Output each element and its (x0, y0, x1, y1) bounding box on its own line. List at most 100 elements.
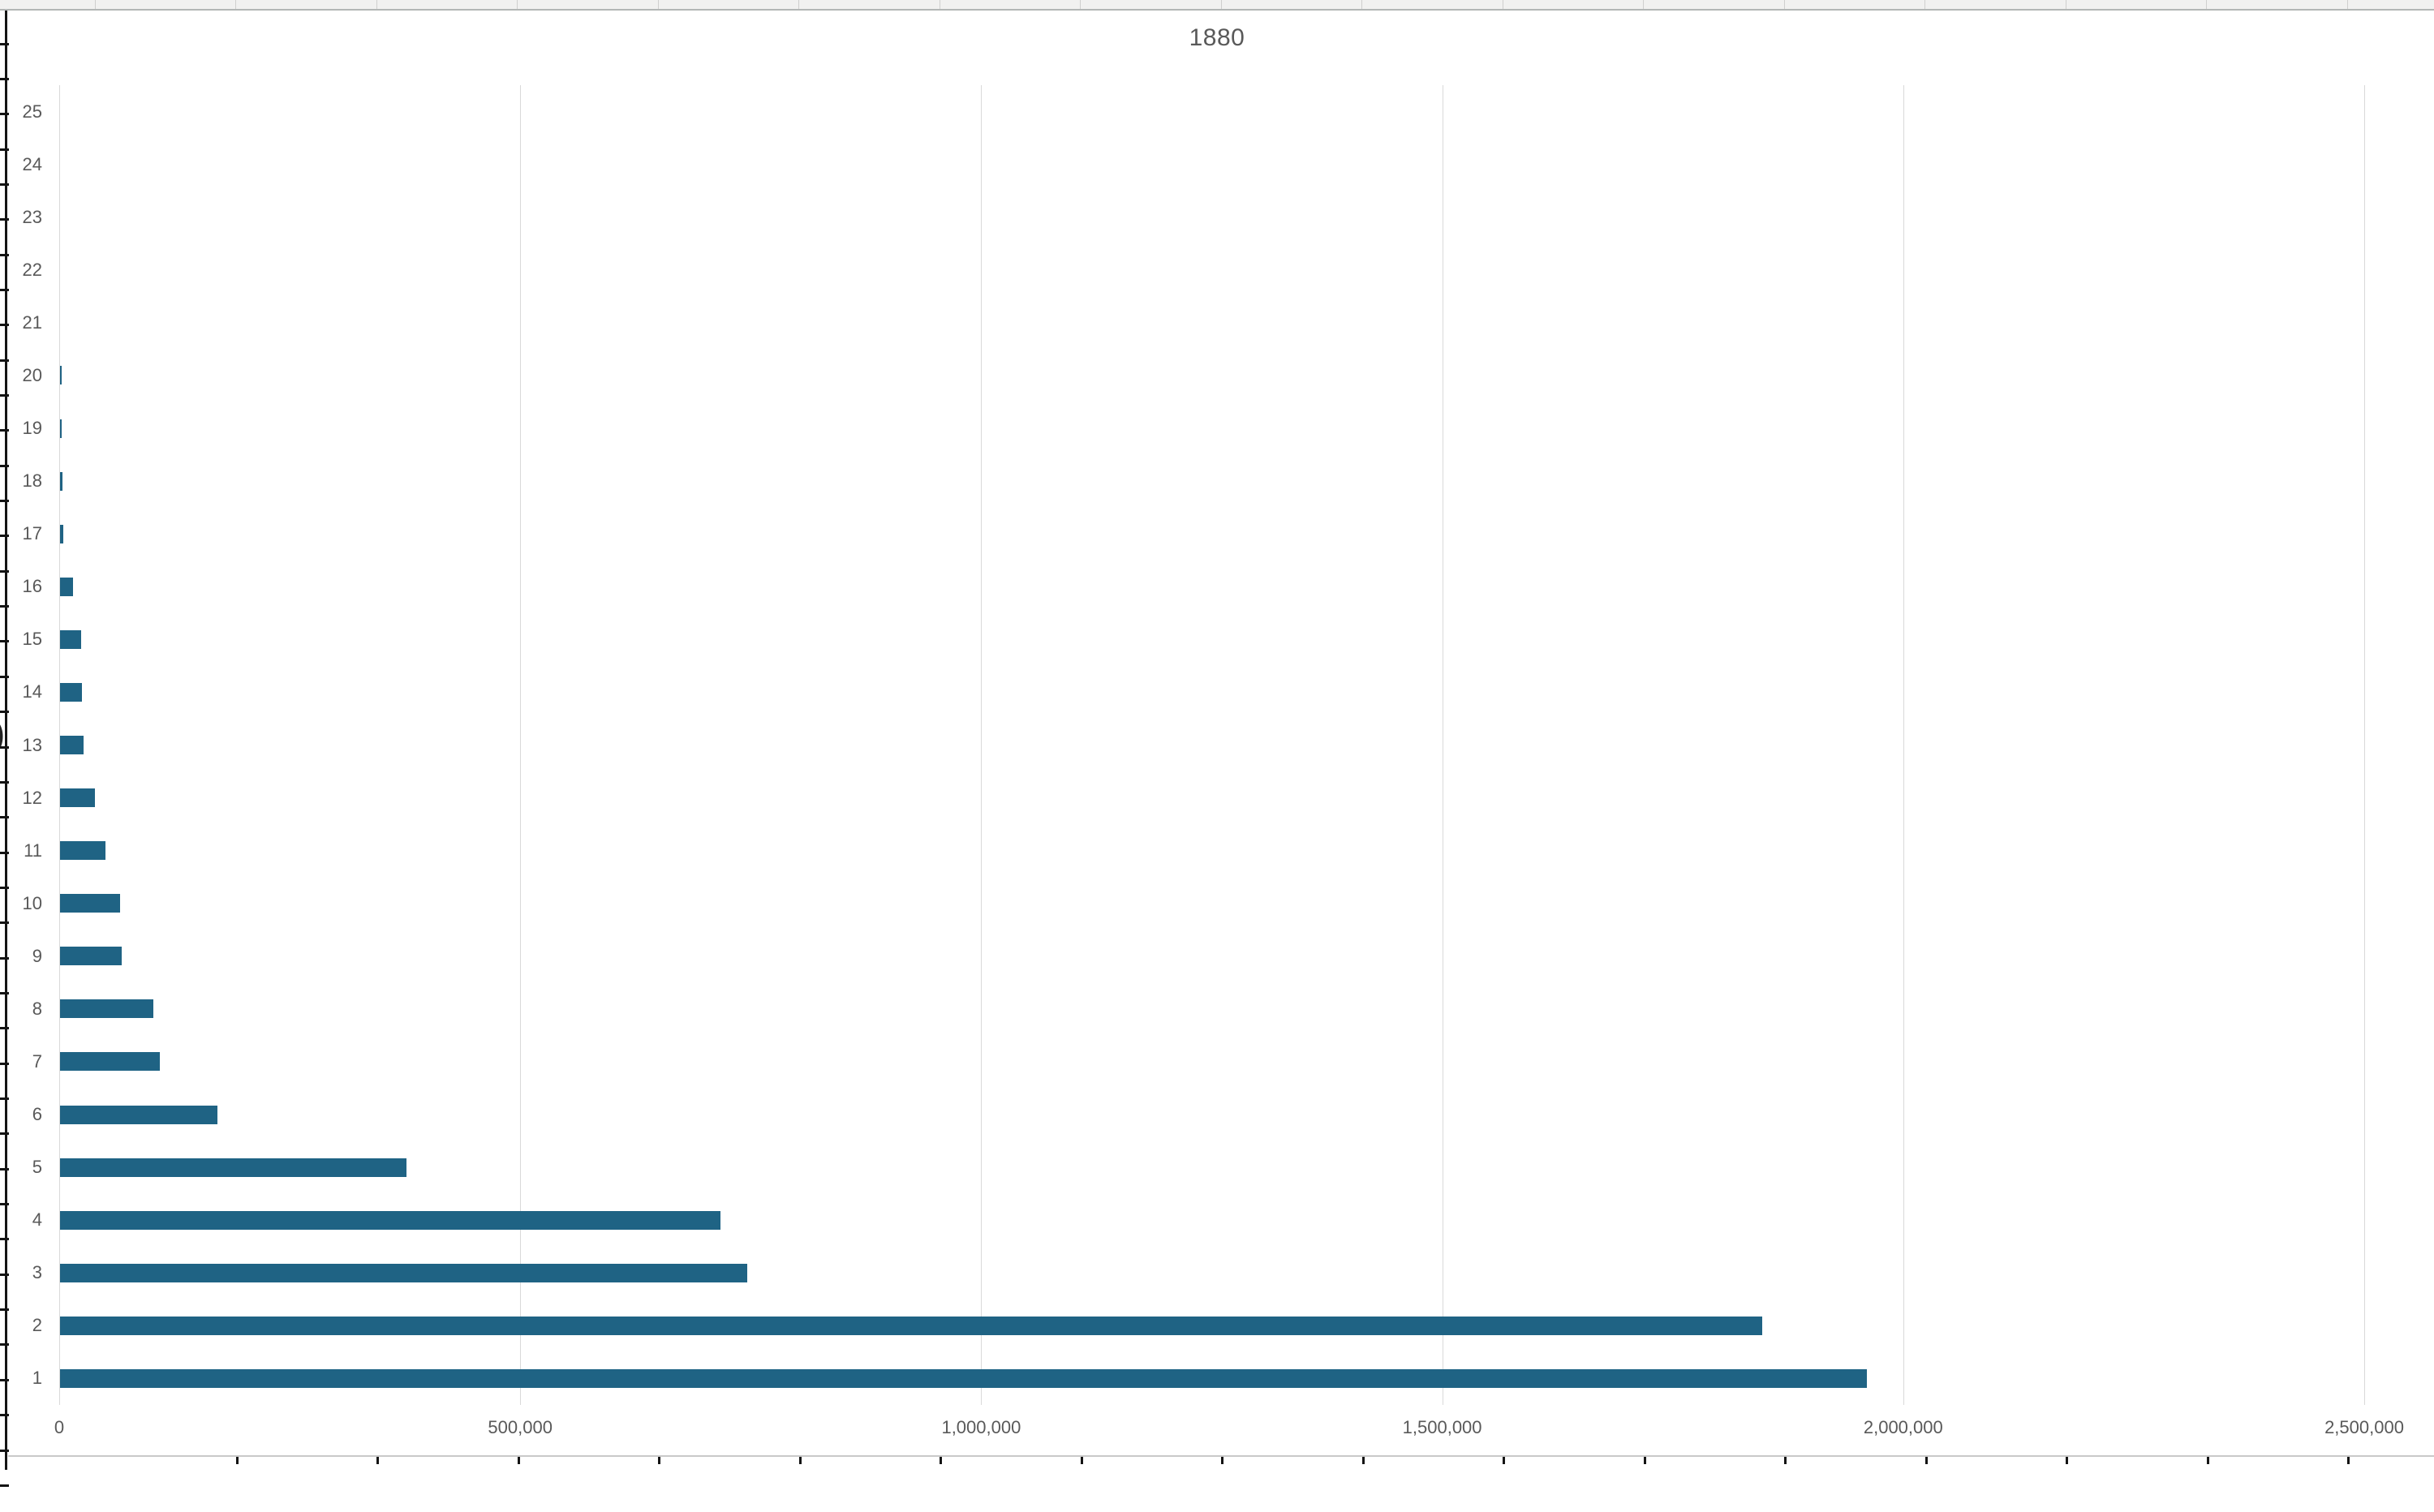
sheet-row-tick (0, 1203, 9, 1206)
sheet-row-tick (0, 253, 9, 256)
sheet-column-separator (1220, 0, 1222, 9)
bar-rank-5[interactable] (60, 1158, 407, 1177)
y-axis-label: 15 (22, 629, 42, 650)
sheet-row-tick (0, 816, 9, 819)
sheet-column-tick (940, 1457, 942, 1464)
y-axis-label: 14 (22, 681, 42, 702)
x-axis-label: 500,000 (488, 1417, 553, 1437)
sheet-row-tick (0, 1414, 9, 1417)
bar-rank-16[interactable] (60, 577, 73, 596)
bar-rank-11[interactable] (60, 841, 106, 861)
sheet-column-separator (1361, 0, 1362, 9)
bar-rank-3[interactable] (60, 1263, 747, 1282)
sheet-column-separator (798, 0, 799, 9)
sheet-column-separator (376, 0, 377, 9)
sheet-column-tick (2206, 1457, 2209, 1464)
bar-rank-13[interactable] (60, 736, 84, 754)
sheet-row-tick (0, 77, 9, 80)
y-axis-label: 17 (22, 523, 42, 544)
sheet-row-tick (0, 921, 9, 925)
bar-rank-4[interactable] (60, 1210, 720, 1230)
sheet-row-tick (0, 1308, 9, 1312)
sheet-row-border-top (0, 9, 2434, 11)
y-axis-label: 5 (32, 1157, 42, 1178)
y-axis-label: 4 (32, 1209, 42, 1231)
bar-rank-8[interactable] (60, 999, 153, 1019)
sheet-row-tick (0, 675, 9, 678)
y-axis-label: 7 (32, 1050, 42, 1072)
bar-rank-10[interactable] (60, 894, 120, 913)
x-axis-label: 2,000,000 (1863, 1417, 1943, 1437)
y-axis-title-fragment: ) (0, 715, 5, 752)
sheet-row-tick (0, 113, 9, 116)
sheet-row-tick (0, 745, 9, 749)
sheet-row-tick (0, 1449, 9, 1452)
sheet-row-tick (0, 1027, 9, 1030)
sheet-row-tick (0, 991, 9, 994)
y-axis-label: 19 (22, 418, 42, 439)
sheet-row-tick (0, 711, 9, 714)
sheet-row-tick (0, 780, 9, 784)
sheet-column-tick (517, 1457, 520, 1464)
sheet-column-tick (235, 1457, 239, 1464)
sheet-row-ruler (5, 11, 7, 1470)
y-axis-label: 25 (22, 101, 42, 122)
sheet-top-row-strip (0, 0, 2434, 9)
sheet-column-tick (658, 1457, 660, 1464)
y-axis-label: 11 (24, 840, 42, 861)
bar-rank-15[interactable] (60, 629, 81, 649)
y-axis-label: 24 (22, 153, 42, 174)
y-axis-label: 22 (22, 259, 42, 280)
sheet-column-separator (1783, 0, 1785, 9)
sheet-row-tick (0, 148, 9, 151)
sheet-row-tick (0, 1132, 9, 1136)
bar-rank-17[interactable] (60, 524, 63, 543)
sheet-row-tick (0, 851, 9, 854)
sheet-column-tick (1361, 1457, 1365, 1464)
bar-rank-1[interactable] (60, 1368, 1868, 1388)
plot-area[interactable] (59, 85, 2365, 1405)
sheet-row-tick (0, 1062, 9, 1065)
y-axis-label: 6 (32, 1104, 42, 1125)
y-axis-label: 1 (32, 1368, 42, 1389)
x-axis-label: 0 (54, 1417, 65, 1437)
sheet-row-tick (0, 640, 9, 643)
chart-title[interactable]: 1880 (1189, 24, 1245, 51)
sheet-row-tick (0, 1378, 9, 1381)
y-axis-label: 20 (22, 364, 42, 385)
sheet-row-tick (0, 394, 9, 397)
y-axis-label: 12 (22, 787, 42, 808)
sheet-row-border-bottom (8, 1455, 2434, 1457)
bar-rank-7[interactable] (60, 1052, 160, 1072)
y-axis-label: 23 (22, 206, 42, 227)
sheet-column-tick (1503, 1457, 1505, 1464)
sheet-column-separator (94, 0, 96, 9)
sheet-column-separator (235, 0, 236, 9)
y-axis-label: 9 (32, 945, 42, 966)
bar-rank-9[interactable] (60, 947, 123, 966)
sheet-column-tick (798, 1457, 802, 1464)
sheet-row-tick (0, 605, 9, 608)
gridline (981, 85, 983, 1405)
bar-rank-6[interactable] (60, 1105, 218, 1124)
sheet-row-tick (0, 1238, 9, 1241)
bar-rank-14[interactable] (60, 682, 82, 702)
sheet-row-tick (0, 359, 9, 362)
sheet-row-tick (0, 886, 9, 889)
sheet-row-tick (0, 42, 9, 45)
bar-rank-18[interactable] (60, 471, 62, 491)
sheet-column-tick (1221, 1457, 1223, 1464)
x-axis-label: 1,500,000 (1402, 1417, 1482, 1437)
sheet-row-tick (0, 1273, 9, 1276)
sheet-row-tick (0, 1343, 9, 1347)
bar-rank-19[interactable] (60, 419, 62, 438)
gridline (2364, 85, 2365, 1405)
sheet-row-tick (0, 569, 9, 573)
sheet-column-separator (1080, 0, 1081, 9)
sheet-column-tick (376, 1457, 379, 1464)
bar-rank-2[interactable] (60, 1316, 1762, 1335)
sheet-row-tick (0, 324, 9, 327)
bar-rank-12[interactable] (60, 788, 96, 808)
bar-rank-20[interactable] (60, 366, 62, 385)
sheet-row-tick (0, 1097, 9, 1100)
